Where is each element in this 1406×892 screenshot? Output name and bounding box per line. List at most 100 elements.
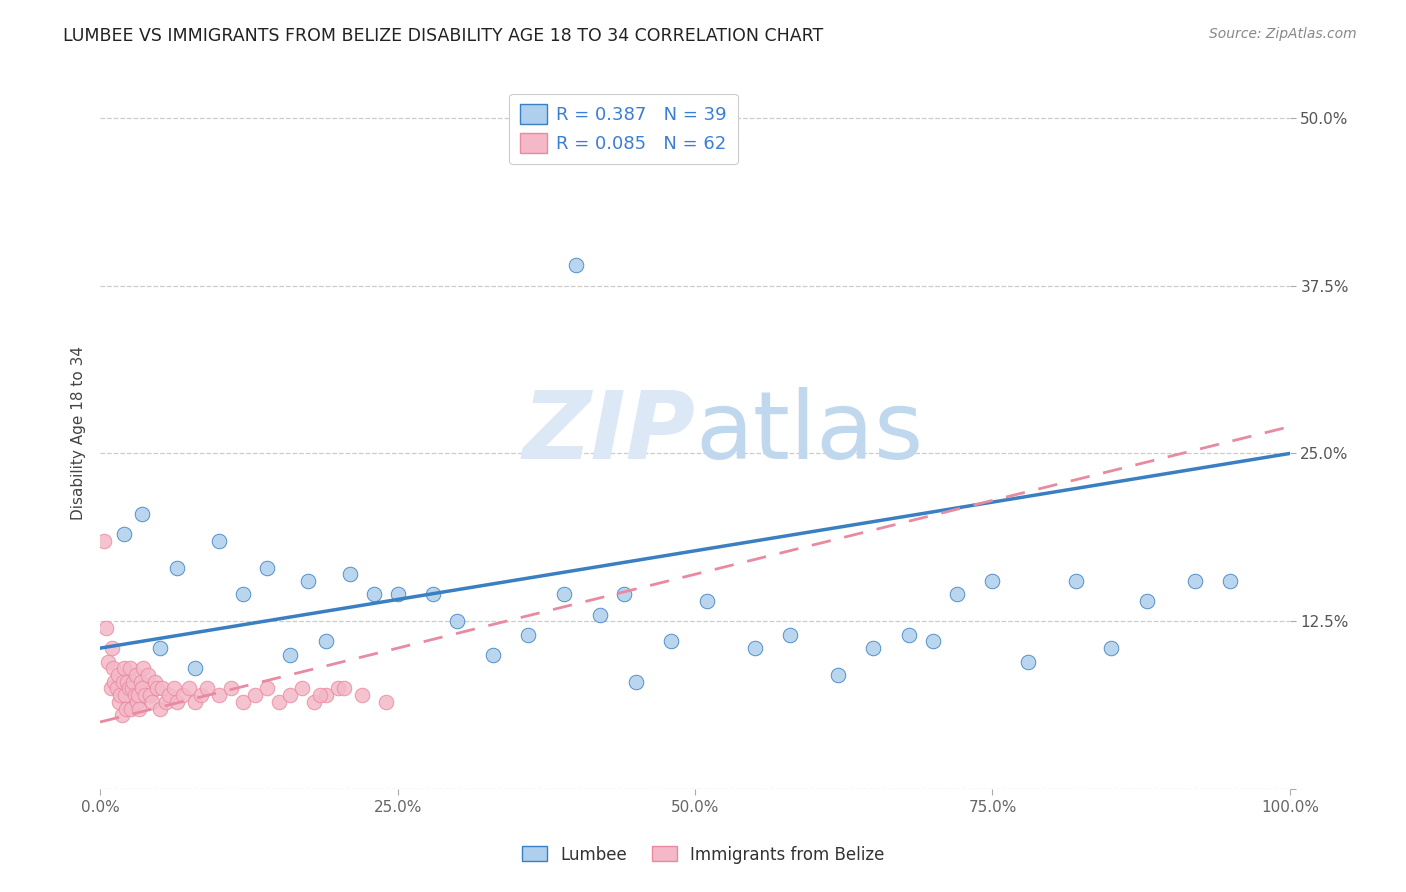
Point <box>613 587 636 601</box>
Text: Source: ZipAtlas.com: Source: ZipAtlas.com <box>1209 27 1357 41</box>
Point <box>243 688 266 702</box>
Point <box>862 641 884 656</box>
Point <box>101 641 124 656</box>
Point <box>219 681 242 696</box>
Point <box>744 641 766 656</box>
Point <box>166 695 188 709</box>
Point <box>232 695 254 709</box>
Point <box>107 668 129 682</box>
Text: LUMBEE VS IMMIGRANTS FROM BELIZE DISABILITY AGE 18 TO 34 CORRELATION CHART: LUMBEE VS IMMIGRANTS FROM BELIZE DISABIL… <box>63 27 824 45</box>
Point <box>696 594 718 608</box>
Point <box>149 701 172 715</box>
Point <box>315 634 337 648</box>
Point <box>446 615 468 629</box>
Point <box>172 688 194 702</box>
Point <box>190 688 212 702</box>
Point <box>297 574 319 588</box>
Point <box>120 701 142 715</box>
Point <box>1136 594 1159 608</box>
Point <box>117 674 139 689</box>
Point <box>93 533 115 548</box>
Point <box>141 695 163 709</box>
Point <box>136 668 159 682</box>
Point <box>149 641 172 656</box>
Point <box>129 674 152 689</box>
Point <box>179 681 201 696</box>
Legend: R = 0.387   N = 39, R = 0.085   N = 62: R = 0.387 N = 39, R = 0.085 N = 62 <box>509 94 738 164</box>
Point <box>779 628 801 642</box>
Point <box>565 259 588 273</box>
Point <box>922 634 945 648</box>
Point <box>139 688 162 702</box>
Point <box>103 674 125 689</box>
Point <box>291 681 314 696</box>
Point <box>155 695 177 709</box>
Point <box>115 701 138 715</box>
Point <box>280 688 302 702</box>
Point <box>105 681 128 696</box>
Point <box>125 695 148 709</box>
Point <box>166 560 188 574</box>
Point <box>128 701 150 715</box>
Point <box>624 674 647 689</box>
Point <box>157 688 180 702</box>
Point <box>131 681 153 696</box>
Point <box>127 688 149 702</box>
Point <box>945 587 967 601</box>
Point <box>110 708 132 723</box>
Point <box>118 661 141 675</box>
Point <box>124 688 146 702</box>
Point <box>163 681 186 696</box>
Point <box>122 674 145 689</box>
Point <box>208 533 231 548</box>
Point <box>267 695 290 709</box>
Point <box>256 681 278 696</box>
Point <box>517 628 540 642</box>
Point <box>134 688 156 702</box>
Point <box>195 681 218 696</box>
Point <box>112 661 135 675</box>
Text: atlas: atlas <box>695 387 924 479</box>
Point <box>125 668 148 682</box>
Point <box>326 681 349 696</box>
Point <box>143 674 166 689</box>
Point <box>589 607 612 622</box>
Point <box>387 587 409 601</box>
Point <box>898 628 921 642</box>
Point <box>374 695 396 709</box>
Point <box>553 587 575 601</box>
Point <box>256 560 278 574</box>
Y-axis label: Disability Age 18 to 34: Disability Age 18 to 34 <box>72 346 86 520</box>
Point <box>339 567 361 582</box>
Point <box>1099 641 1122 656</box>
Point <box>333 681 356 696</box>
Point <box>315 688 337 702</box>
Point <box>118 681 141 696</box>
Point <box>110 688 132 702</box>
Point <box>232 587 254 601</box>
Point <box>1017 655 1039 669</box>
Point <box>121 681 143 696</box>
Point <box>981 574 1004 588</box>
Point <box>1184 574 1206 588</box>
Point <box>146 681 169 696</box>
Point <box>280 648 302 662</box>
Point <box>1219 574 1241 588</box>
Point <box>100 681 122 696</box>
Point <box>1064 574 1087 588</box>
Point <box>112 527 135 541</box>
Point <box>184 661 207 675</box>
Point <box>659 634 682 648</box>
Point <box>827 668 849 682</box>
Point <box>111 674 134 689</box>
Point <box>108 695 131 709</box>
Point <box>309 688 332 702</box>
Point <box>184 695 207 709</box>
Point <box>350 688 373 702</box>
Point <box>94 621 117 635</box>
Point <box>363 587 385 601</box>
Point <box>481 648 503 662</box>
Point <box>131 507 153 521</box>
Text: ZIP: ZIP <box>522 387 695 479</box>
Point <box>97 655 120 669</box>
